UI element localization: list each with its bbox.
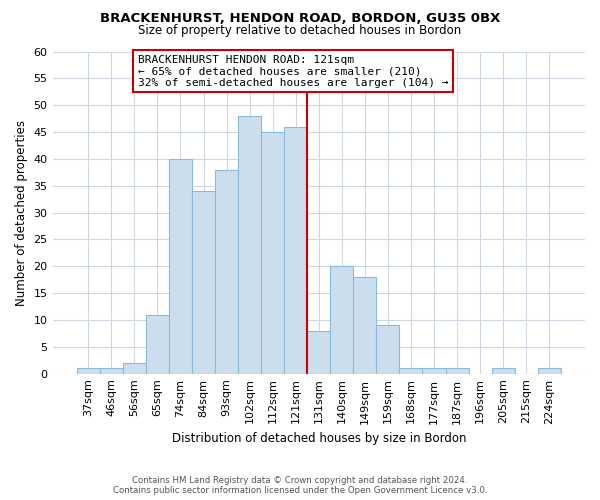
Bar (192, 191, 215, 374)
Bar (238, 116, 261, 374)
Bar (376, 326, 400, 374)
Bar (307, 330, 330, 374)
Text: Size of property relative to detached houses in Bordon: Size of property relative to detached ho… (139, 24, 461, 37)
Bar (330, 266, 353, 374)
Bar (146, 314, 169, 374)
Bar (169, 159, 192, 374)
Bar (422, 368, 446, 374)
Y-axis label: Number of detached properties: Number of detached properties (15, 120, 28, 306)
Bar (538, 368, 561, 374)
Bar (491, 368, 515, 374)
Bar (284, 126, 307, 374)
Bar (446, 368, 469, 374)
Bar (261, 132, 284, 374)
Bar (123, 363, 146, 374)
X-axis label: Distribution of detached houses by size in Bordon: Distribution of detached houses by size … (172, 432, 466, 445)
Bar (215, 170, 238, 374)
Bar (100, 368, 123, 374)
Text: BRACKENHURST HENDON ROAD: 121sqm
← 65% of detached houses are smaller (210)
32% : BRACKENHURST HENDON ROAD: 121sqm ← 65% o… (138, 54, 448, 88)
Text: Contains HM Land Registry data © Crown copyright and database right 2024.
Contai: Contains HM Land Registry data © Crown c… (113, 476, 487, 495)
Bar (353, 277, 376, 374)
Bar (77, 368, 100, 374)
Text: BRACKENHURST, HENDON ROAD, BORDON, GU35 0BX: BRACKENHURST, HENDON ROAD, BORDON, GU35 … (100, 12, 500, 26)
Bar (400, 368, 422, 374)
